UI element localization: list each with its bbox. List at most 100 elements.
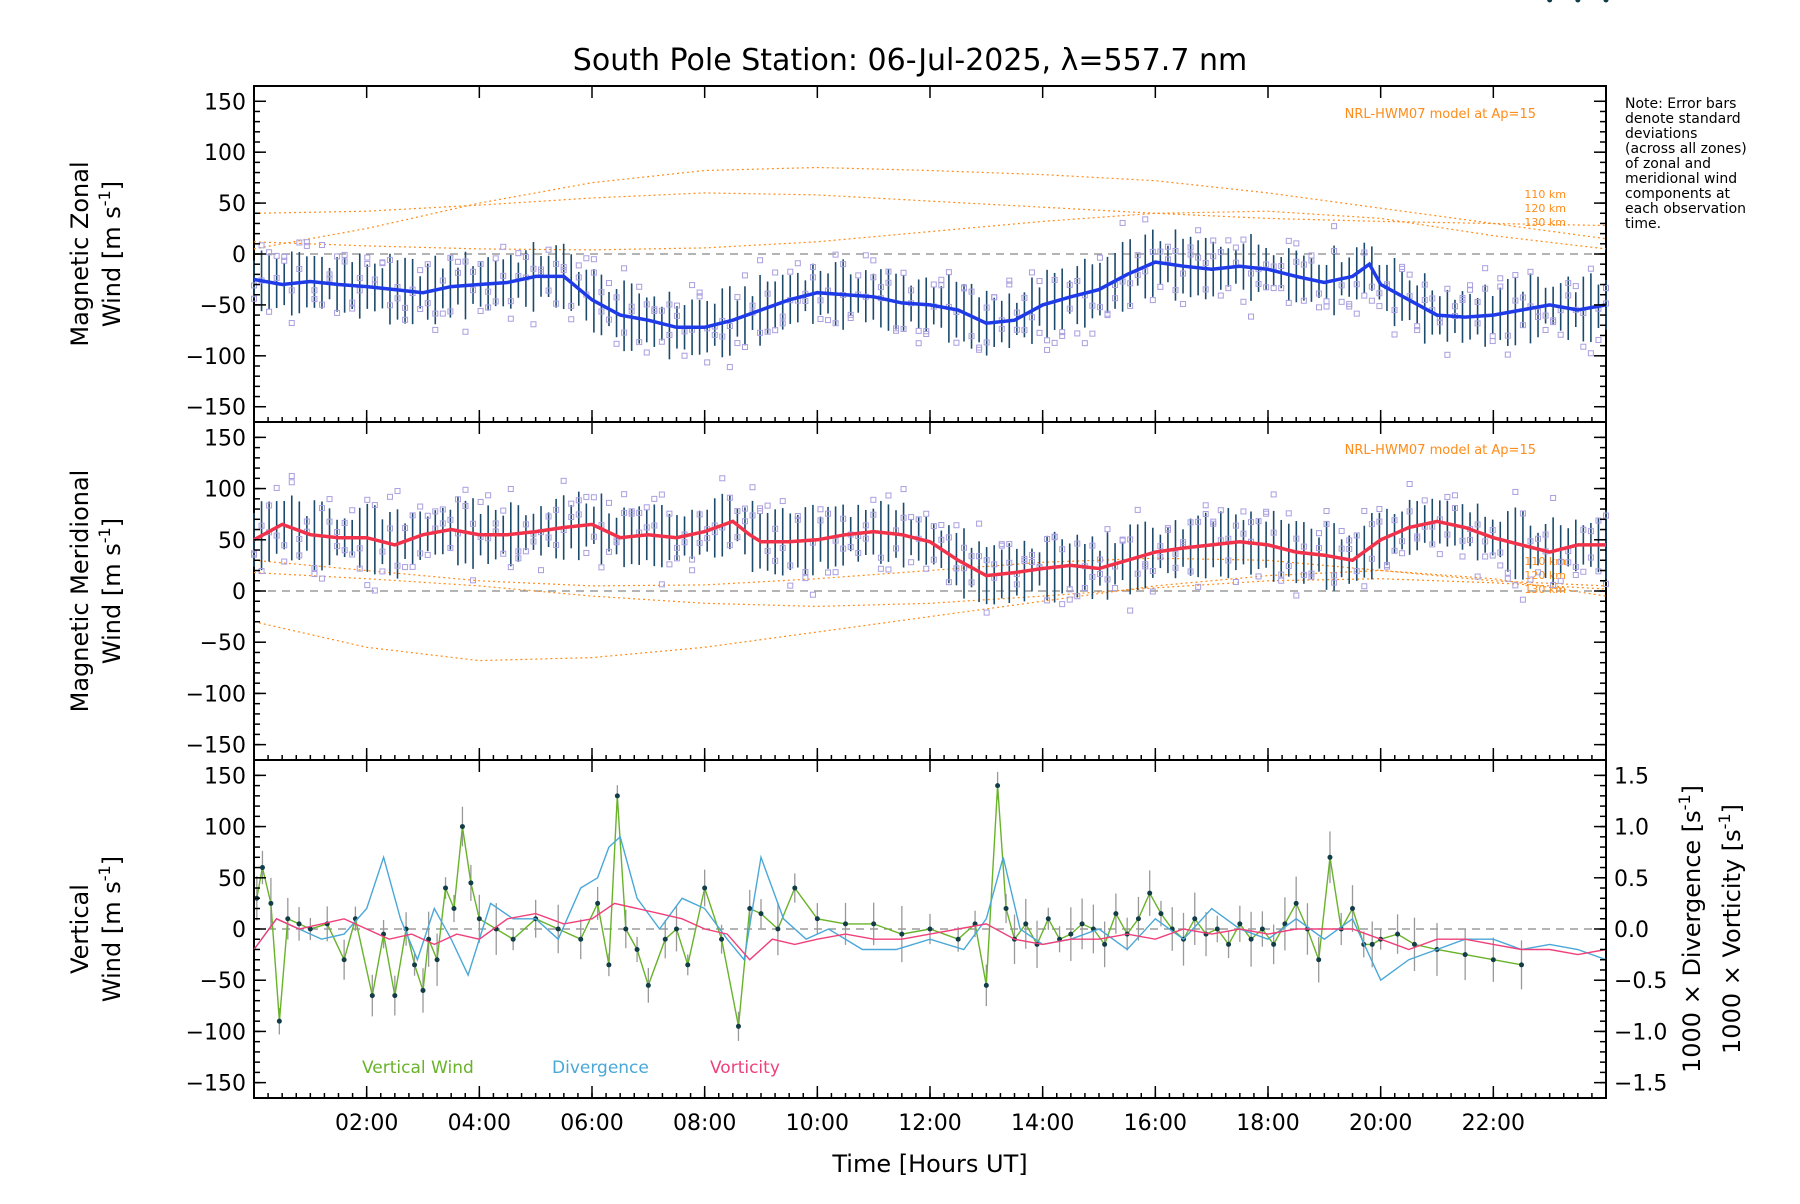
y-tick-label: −150 (186, 734, 246, 759)
chart-title: South Pole Station: 06-Jul-2025, λ=557.7… (573, 43, 1247, 78)
vertical-wind-point (1547, 0, 1553, 3)
scatter-point (545, 534, 552, 541)
scatter-point (1323, 298, 1330, 305)
scatter-point (273, 532, 280, 539)
scatter-point (1074, 540, 1081, 547)
vertical-wind-point (1490, 957, 1496, 963)
scatter-point (613, 340, 620, 347)
scatter-point (1127, 280, 1134, 287)
scatter-point (1451, 492, 1458, 499)
scatter-point (1572, 283, 1579, 290)
scatter-point (1028, 551, 1035, 558)
vertical-wind-point (1575, 0, 1581, 3)
note-line: of zonal and (1625, 156, 1711, 172)
scatter-point (673, 312, 680, 319)
scatter-point (1164, 243, 1171, 250)
scatter-point (953, 522, 960, 529)
scatter-point (1595, 336, 1602, 343)
scatter-point (288, 287, 295, 294)
altitude-label: 130 km (1524, 216, 1566, 229)
y-axis-label-line2: Wind [m s-1] (95, 518, 126, 664)
scatter-point (515, 250, 522, 257)
scatter-point (1572, 571, 1579, 578)
scatter-point (500, 243, 507, 250)
scatter-point (1587, 554, 1594, 561)
scatter-point (1066, 305, 1073, 312)
scatter-point (772, 557, 779, 564)
scatter-point (583, 493, 590, 500)
vertical-wind-point (747, 906, 753, 912)
scatter-point (1550, 494, 1557, 501)
scatter-point (1535, 314, 1542, 321)
scatter-point (1406, 508, 1413, 515)
scatter-point (356, 545, 363, 552)
y-axis-label-line1: Vertical (66, 884, 94, 974)
scatter-point (296, 239, 303, 246)
scatter-point (938, 276, 945, 283)
scatter-point (318, 575, 325, 582)
scatter-point (1202, 502, 1209, 509)
scatter-point (1225, 285, 1232, 292)
scatter-point (885, 566, 892, 573)
scatter-point (470, 268, 477, 275)
y-axis-unit-sup: -1 (95, 527, 114, 543)
vertical-wind-point (307, 926, 313, 932)
scatter-point (303, 518, 310, 525)
scatter-point (1278, 285, 1285, 292)
scatter-point (1414, 323, 1421, 330)
scatter-point (1482, 538, 1489, 545)
scatter-point (1421, 281, 1428, 288)
scatter-point (719, 333, 726, 340)
scatter-point (334, 253, 341, 260)
scatter-point (900, 325, 907, 332)
scatter-point (779, 544, 786, 551)
scatter-point (1399, 263, 1406, 270)
scatter-point (553, 300, 560, 307)
scatter-point (658, 581, 665, 588)
vertical-wind-point (1147, 890, 1153, 896)
scatter-point (522, 521, 529, 528)
scatter-point (1482, 553, 1489, 560)
scatter-point (379, 260, 386, 267)
scatter-point (266, 249, 273, 256)
scatter-point (1383, 563, 1390, 570)
scatter-point (825, 510, 832, 517)
scatter-point (1527, 268, 1534, 275)
scatter-point (1232, 578, 1239, 585)
scatter-point (1376, 290, 1383, 297)
scatter-point (1519, 294, 1526, 301)
scatter-point (734, 507, 741, 514)
scatter-point (893, 545, 900, 552)
scatter-point (658, 338, 665, 345)
scatter-point (1474, 573, 1481, 580)
scatter-point (1331, 579, 1338, 586)
y-tick-label: 150 (204, 90, 246, 115)
scatter-point (628, 308, 635, 315)
scatter-point (832, 569, 839, 576)
scatter-point (772, 525, 779, 532)
scatter-point (1278, 263, 1285, 270)
scatter-point (402, 564, 409, 571)
vertical-wind-point (268, 900, 274, 906)
scatter-point (802, 297, 809, 304)
scatter-point (341, 519, 348, 526)
x-tick-label: 04:00 (448, 1111, 511, 1136)
scatter-point (1157, 283, 1164, 290)
scatter-point (1255, 518, 1262, 525)
scatter-point (1293, 258, 1300, 265)
scatter-point (1013, 309, 1020, 316)
scatter-point (1270, 285, 1277, 292)
scatter-point (273, 252, 280, 259)
right-axis-label-divergence-text: 1000 × Divergence [s (1678, 810, 1706, 1073)
scatter-point (666, 332, 673, 339)
scatter-point (726, 542, 733, 549)
scatter-point (553, 542, 560, 549)
scatter-point (1497, 283, 1504, 290)
vertical-wind-point (719, 936, 725, 942)
scatter-point (1081, 584, 1088, 591)
scatter-point (318, 505, 325, 512)
scatter-point (605, 499, 612, 506)
right-y-tick-label: 1.0 (1614, 816, 1649, 841)
scatter-point (1104, 312, 1111, 319)
